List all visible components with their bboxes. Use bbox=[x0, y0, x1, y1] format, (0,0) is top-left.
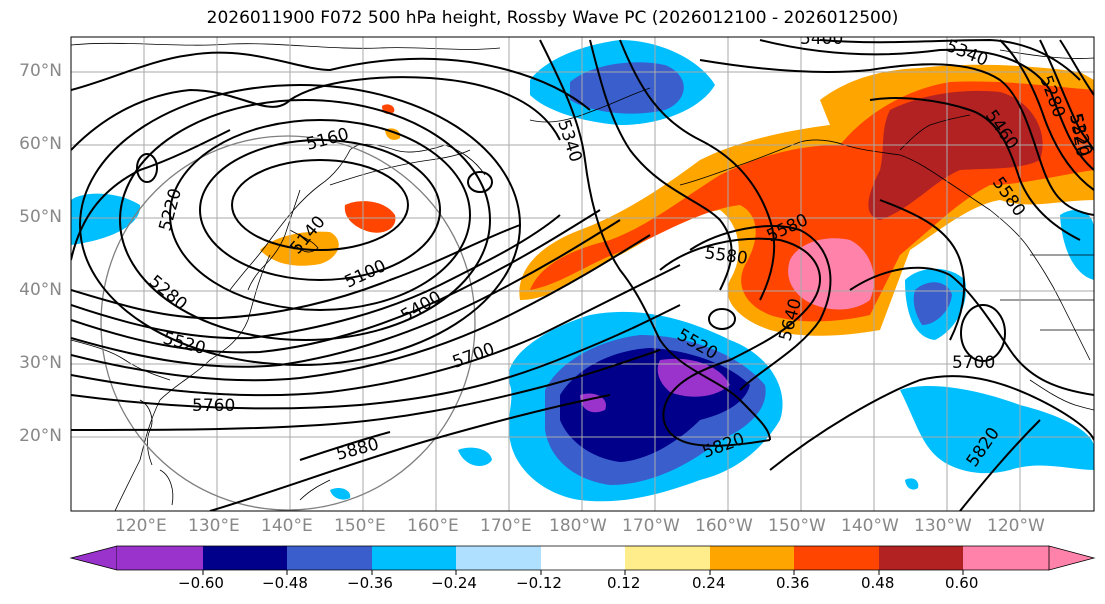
contour-label: 5700 bbox=[952, 353, 995, 373]
lon-label: 170°W bbox=[622, 516, 680, 536]
map-title: 2026011900 F072 500 hPa height, Rossby W… bbox=[206, 8, 899, 28]
lat-label: 50°N bbox=[19, 207, 62, 227]
colorbar-max-arrow bbox=[1048, 545, 1096, 571]
colorbar-tick-label: −0.12 bbox=[516, 574, 562, 592]
lat-label: 30°N bbox=[19, 353, 62, 373]
colorbar-tick-label: 0.36 bbox=[776, 574, 810, 592]
colorbar-tick-label: −0.36 bbox=[347, 574, 393, 592]
lon-label: 180°W bbox=[549, 516, 607, 536]
colorbar-tick-label: −0.60 bbox=[178, 574, 224, 592]
colorbar-tick-label: 0.24 bbox=[692, 574, 726, 592]
height-contours bbox=[71, 38, 1094, 511]
colorbar-min-arrow bbox=[69, 545, 118, 571]
reference-circle bbox=[100, 135, 476, 511]
lon-label: 130°W bbox=[914, 516, 972, 536]
lon-label: 150°W bbox=[768, 516, 826, 536]
lat-label: 40°N bbox=[19, 280, 62, 300]
colorbar-tick-label: 0.12 bbox=[607, 574, 641, 592]
lon-label: 140°W bbox=[841, 516, 899, 536]
colorbar-tick-label: 0.48 bbox=[861, 574, 895, 592]
lat-label: 60°N bbox=[19, 134, 62, 154]
lon-label: 120°E bbox=[115, 516, 167, 536]
lon-label: 150°E bbox=[334, 516, 386, 536]
colorbar bbox=[69, 545, 1096, 575]
colorbar-tick-label: −0.48 bbox=[262, 574, 308, 592]
lon-label: 130°E bbox=[188, 516, 240, 536]
lon-label: 170°E bbox=[480, 516, 532, 536]
map-plot-area: 5400 5340 5280 5220 5160 5140 5100 5400 … bbox=[71, 29, 1094, 511]
lat-label: 20°N bbox=[19, 426, 62, 446]
graticule bbox=[71, 37, 1094, 511]
contour-label: 5760 bbox=[192, 396, 235, 416]
colorbar-tick-label: 0.60 bbox=[945, 574, 979, 592]
lon-label: 160°W bbox=[695, 516, 753, 536]
colorbar-tick-label: −0.24 bbox=[431, 574, 477, 592]
contour-label: 5400 bbox=[800, 29, 843, 49]
lon-label: 160°E bbox=[407, 516, 459, 536]
positive-anomaly-shading bbox=[260, 64, 1094, 336]
lon-label: 140°E bbox=[261, 516, 313, 536]
map-frame bbox=[70, 36, 1095, 512]
lon-label: 120°W bbox=[987, 516, 1045, 536]
lat-label: 70°N bbox=[19, 61, 62, 81]
